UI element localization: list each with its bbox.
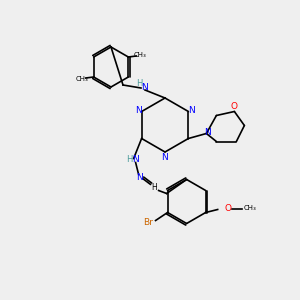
Text: N: N	[162, 152, 168, 161]
Text: H: H	[152, 183, 158, 192]
Text: N: N	[141, 82, 147, 91]
Text: CH₃: CH₃	[75, 76, 88, 82]
Text: O: O	[224, 204, 231, 213]
Text: H: H	[126, 155, 133, 164]
Text: CH₃: CH₃	[134, 52, 147, 58]
Text: O: O	[231, 102, 238, 111]
Text: H: H	[136, 80, 142, 88]
Text: Br: Br	[142, 218, 152, 227]
Text: N: N	[204, 128, 211, 137]
Text: N: N	[188, 106, 195, 115]
Text: N: N	[135, 106, 142, 115]
Text: CH₃: CH₃	[243, 206, 256, 212]
Text: N: N	[132, 155, 139, 164]
Text: N: N	[136, 173, 143, 182]
